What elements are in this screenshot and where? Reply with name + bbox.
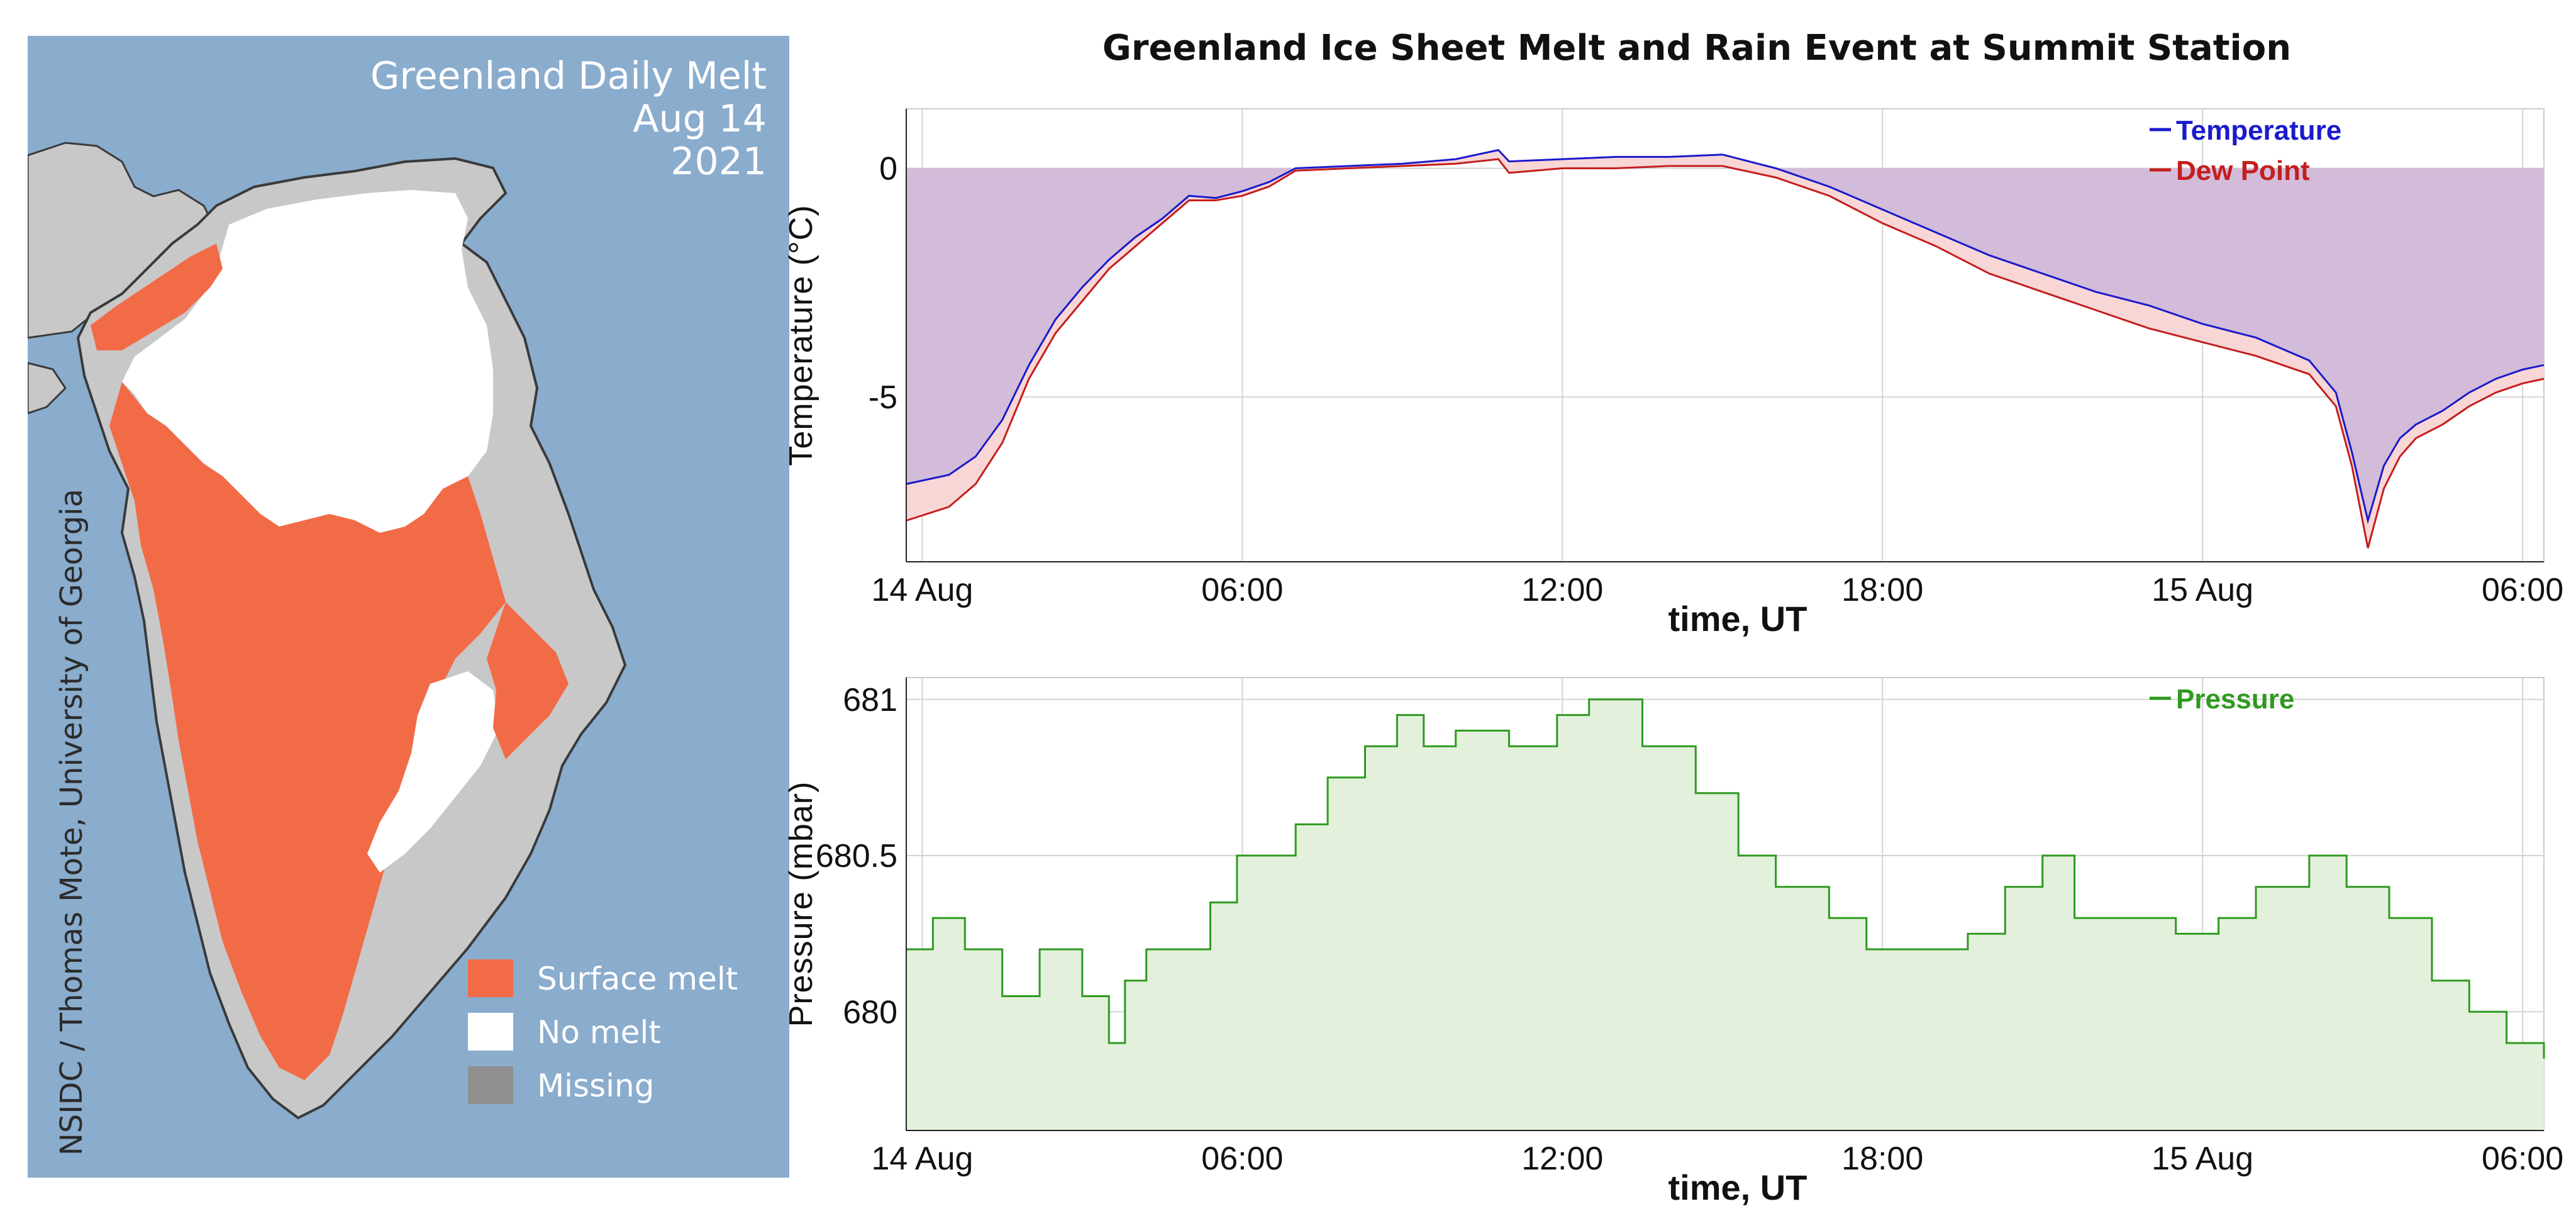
x-tick-label: 06:00 <box>1201 572 1283 608</box>
pressure-x-label: time, UT <box>1668 1168 1807 1207</box>
pressure-x-ticks: 14 Aug 06:00 12:00 18:00 15 Aug 06:00 <box>871 1141 2563 1177</box>
x-tick-label: 12:00 <box>1521 1141 1603 1177</box>
temperature-x-label: time, UT <box>1668 599 1807 639</box>
nw-melt-strip <box>91 243 223 350</box>
x-tick-label: 14 Aug <box>871 1141 973 1177</box>
map-title-line1: Greenland Daily Melt <box>370 54 767 98</box>
x-tick-label: 14 Aug <box>871 572 973 608</box>
temperature-y-label: Temperature (°C) <box>783 204 819 466</box>
pressure-series-line <box>906 698 2545 1059</box>
temperature-chart: 14 Aug 06:00 12:00 18:00 15 Aug 06:00 0 -5 Tem… <box>783 108 2563 639</box>
temperature-y-ticks: 0 -5 <box>869 151 897 416</box>
dewpoint-legend-entry: Dew Point <box>2150 155 2310 186</box>
legend-temperature-label: Temperature <box>2176 115 2341 146</box>
legend-label-surface-melt: Surface melt <box>537 961 738 997</box>
south-no-melt-patch <box>367 671 499 873</box>
map-title-line3: 2021 <box>670 140 767 184</box>
legend-dewpoint-label: Dew Point <box>2176 155 2310 186</box>
x-tick-label: 15 Aug <box>2151 572 2253 608</box>
x-tick-label: 06:00 <box>1201 1141 1283 1177</box>
x-tick-label: 06:00 <box>2482 572 2563 608</box>
legend-swatch-missing <box>468 1066 513 1104</box>
y-tick-label: 680 <box>843 994 897 1030</box>
temperature-legend-entry: Temperature <box>2150 115 2341 146</box>
x-tick-label: 12:00 <box>1521 572 1603 608</box>
pressure-area-fill <box>906 699 2544 1130</box>
canada-land-2 <box>28 362 67 415</box>
legend-pressure-label: Pressure <box>2176 684 2294 715</box>
x-tick-label: 18:00 <box>1841 572 1923 608</box>
surface-melt-area <box>109 382 506 1080</box>
east-melt-edge <box>487 602 569 759</box>
temperature-x-ticks: 14 Aug 06:00 12:00 18:00 15 Aug 06:00 <box>871 572 2563 608</box>
temperature-fill-below-zero <box>906 168 2544 521</box>
legend-label-missing: Missing <box>537 1068 655 1104</box>
pressure-y-label: Pressure (mbar) <box>783 781 819 1027</box>
map-title-line2: Aug 14 <box>633 97 767 141</box>
y-tick-label: 0 <box>879 151 897 187</box>
y-tick-label: 680.5 <box>816 838 897 874</box>
temperature-series-line <box>906 148 2545 525</box>
pressure-chart: 14 Aug 06:00 12:00 18:00 15 Aug 06:00 681 680.… <box>783 677 2563 1207</box>
legend-swatch-no-melt <box>468 1013 513 1051</box>
legend-label-no-melt: No melt <box>537 1014 661 1051</box>
x-tick-label: 15 Aug <box>2151 1141 2253 1177</box>
chart-title: Greenland Ice Sheet Melt and Rain Event … <box>1102 28 2292 69</box>
pressure-legend-entry: Pressure <box>2150 684 2294 715</box>
x-tick-label: 06:00 <box>2482 1141 2563 1177</box>
pressure-y-ticks: 681 680.5 680 <box>816 682 897 1031</box>
greenland-melt-map <box>28 142 626 1119</box>
melt-map-panel: Greenland Daily Melt Aug 14 2021 NSIDC /… <box>28 36 789 1178</box>
x-tick-label: 18:00 <box>1841 1141 1923 1177</box>
y-tick-label: 681 <box>843 682 897 718</box>
legend-swatch-surface-melt <box>468 959 513 997</box>
y-tick-label: -5 <box>869 379 897 416</box>
dewpoint-series-line <box>906 158 2545 549</box>
